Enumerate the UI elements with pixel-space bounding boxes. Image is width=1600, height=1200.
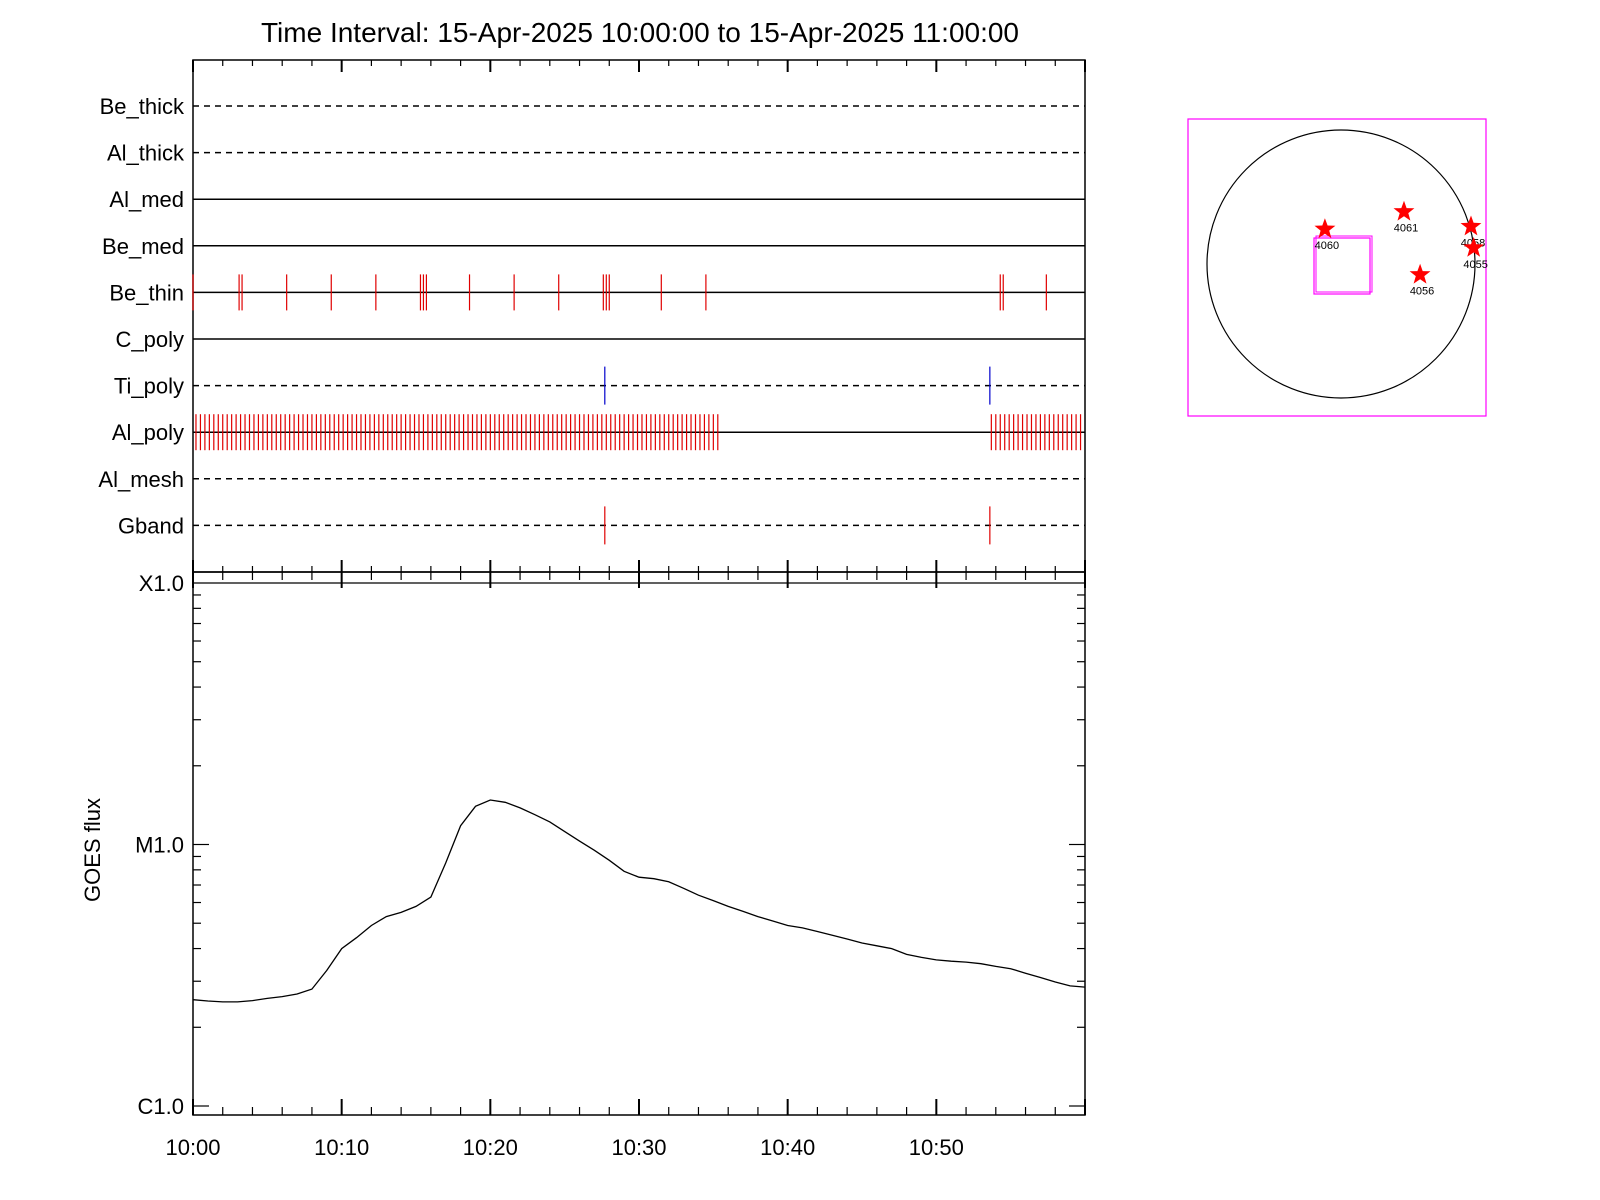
row-label-c_poly: C_poly <box>116 327 184 352</box>
x-tick-label: 10:20 <box>463 1135 518 1160</box>
goes-flux-panel: C1.0 M1.0 X1.0 10:00 10:10 10:20 10:30 10:40 10:… <box>135 571 1086 1160</box>
y-tick-label: C1.0 <box>138 1094 184 1119</box>
active-region-star <box>1409 263 1431 284</box>
row-label-al_med: Al_med <box>109 187 184 212</box>
active-region-star <box>1463 236 1485 257</box>
row-label-al_poly: Al_poly <box>112 420 184 445</box>
field-of-view-box <box>1187 118 1487 417</box>
solar-disk-panel: 40604061405840554056 <box>1187 118 1488 417</box>
x-tick-label: 10:40 <box>760 1135 815 1160</box>
timeline-panel: Be_thick Al_thick Al_med Be_med Be_thin C_pol… <box>98 59 1086 573</box>
goes-flux-line <box>192 799 1086 1003</box>
x-tick-label: 10:10 <box>314 1135 369 1160</box>
active-region-label: 4060 <box>1315 240 1339 252</box>
row-label-al_mesh: Al_mesh <box>98 467 184 492</box>
y-tick-label: M1.0 <box>135 833 184 858</box>
y-axis-label: GOES flux <box>80 798 105 902</box>
active-region-label: 4061 <box>1394 223 1418 235</box>
active-region-label: 4056 <box>1410 286 1434 298</box>
x-tick-label: 10:30 <box>611 1135 666 1160</box>
row-label-ti_poly: Ti_poly <box>114 374 184 399</box>
active-region-star <box>1314 218 1336 239</box>
goes-frame <box>192 571 1086 1116</box>
solar-disk <box>1206 129 1476 399</box>
timeline-frame <box>192 59 1086 573</box>
row-label-be_med: Be_med <box>102 234 184 259</box>
row-label-be_thin: Be_thin <box>109 280 184 305</box>
y-tick-label: X1.0 <box>139 571 184 596</box>
active-region-star <box>1393 200 1415 221</box>
imaging-fov-box <box>1313 237 1371 295</box>
row-label-be_thick: Be_thick <box>100 94 185 119</box>
active-region-star <box>1460 215 1482 236</box>
row-label-gband: Gband <box>118 513 184 538</box>
active-region-label: 4055 <box>1463 259 1487 271</box>
chart-title: Time Interval: 15-Apr-2025 10:00:00 to 1… <box>261 17 1019 48</box>
x-tick-label: 10:00 <box>165 1135 220 1160</box>
imaging-fov-box <box>1315 235 1373 293</box>
x-tick-label: 10:50 <box>909 1135 964 1160</box>
row-label-al_thick: Al_thick <box>107 141 185 166</box>
